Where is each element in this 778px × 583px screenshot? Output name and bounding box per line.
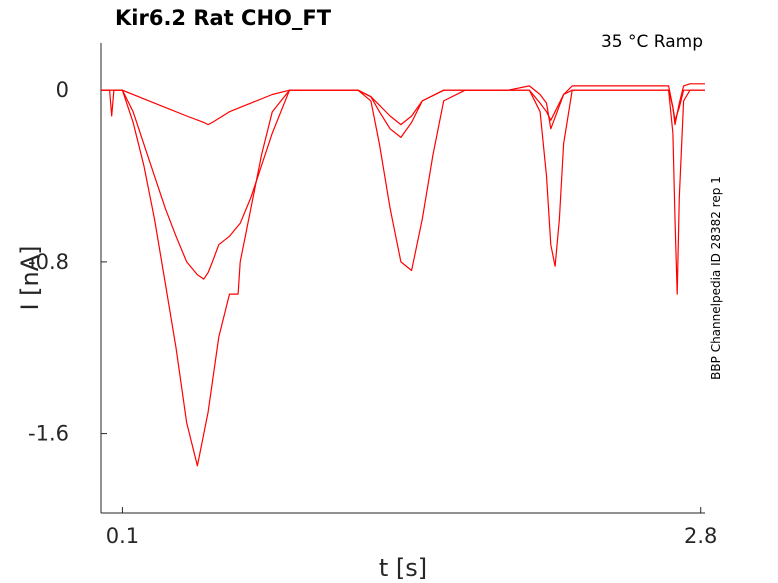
y-ticks: 0 -0.8 -1.6 [28,78,107,446]
y-tick-label: -0.8 [28,250,69,274]
y-axis-label: I [nA] [16,245,44,310]
condition-label: 35 °C Ramp [601,32,703,52]
current-trace-1 [101,89,705,126]
source-label: BBP Channelpedia ID 28382 rep 1 [709,176,723,380]
x-axis-label: t [s] [379,554,427,582]
plot-area: 0 -0.8 -1.6 0.1 2.8 [28,43,717,548]
y-tick-label: 0 [56,78,69,102]
y-tick-label: -1.6 [28,422,69,446]
current-trace-2 [101,83,705,280]
current-trace-3 [101,89,705,467]
chart-title: Kir6.2 Rat CHO_FT [115,6,332,30]
x-ticks: 0.1 2.8 [106,507,717,548]
x-tick-label: 0.1 [106,524,139,548]
traces [101,83,705,467]
x-tick-label: 2.8 [684,524,717,548]
